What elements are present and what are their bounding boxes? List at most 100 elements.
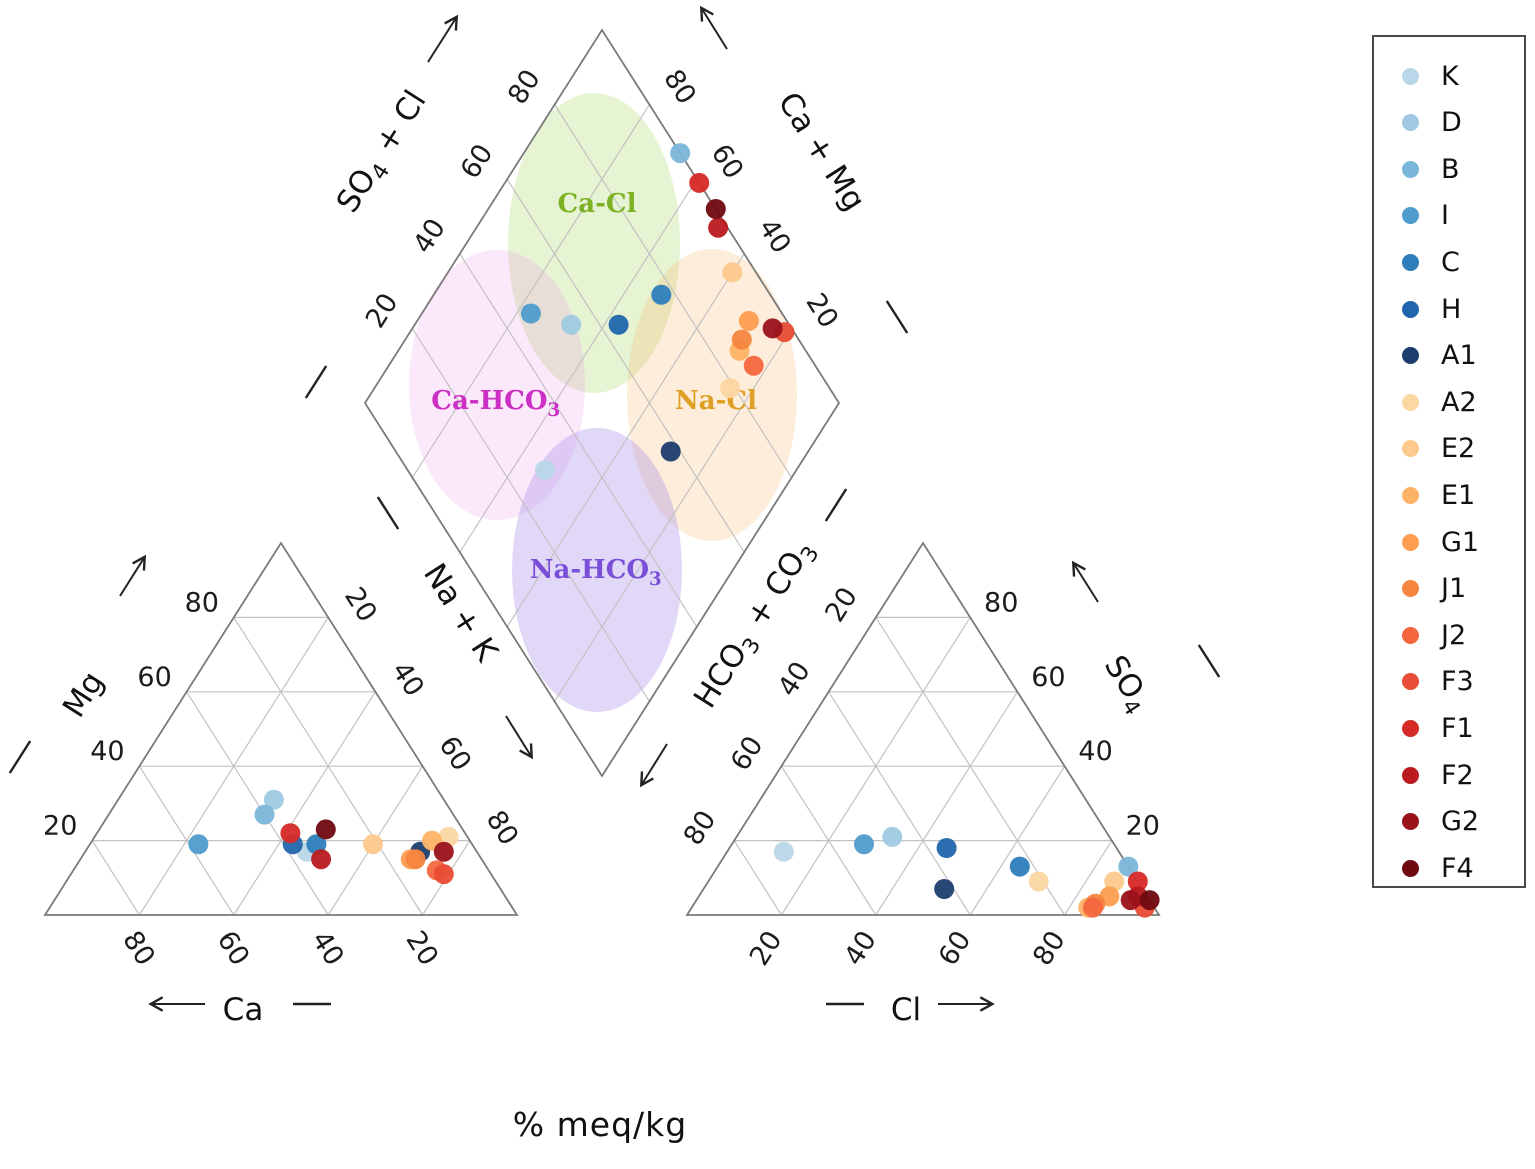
legend-item-F2: F2 <box>1374 758 1524 792</box>
point-anion-A1 <box>934 879 955 899</box>
point-diamond-G1 <box>738 310 759 331</box>
legend-swatch-icon <box>1402 347 1419 365</box>
legend-swatch-icon <box>1402 766 1419 784</box>
legend-label: A2 <box>1441 386 1477 418</box>
legend-item-F4: F4 <box>1374 851 1524 885</box>
legend-label: G2 <box>1441 806 1480 838</box>
legend-label: G1 <box>1441 526 1480 558</box>
tick-label: 60 <box>705 139 750 185</box>
tick-label: 80 <box>678 805 723 851</box>
legend-item-I: I <box>1374 199 1524 233</box>
legend-label: I <box>1441 200 1449 232</box>
point-anion-H <box>936 838 957 858</box>
point-diamond-E2 <box>722 262 743 283</box>
tick-label: 40 <box>407 213 452 259</box>
point-diamond-K <box>535 460 556 481</box>
tick-label: 40 <box>1078 736 1112 767</box>
legend-swatch-icon <box>1402 393 1419 411</box>
legend-item-D: D <box>1374 106 1524 140</box>
legend-swatch-icon <box>1402 673 1419 691</box>
tick-label: 60 <box>432 731 477 777</box>
point-diamond-F2 <box>708 217 729 238</box>
region-ellipse-na-hco3 <box>512 428 682 712</box>
point-cation-I <box>188 834 209 855</box>
point-anion-D <box>882 826 903 847</box>
axis-label-mg: Mg <box>56 665 111 724</box>
tick-label: 80 <box>502 64 547 110</box>
tick-label: 60 <box>455 139 500 185</box>
point-anion-F1 <box>1127 871 1148 892</box>
point-anion-C <box>1009 856 1030 877</box>
legend-label: J2 <box>1441 619 1467 651</box>
legend-label: F1 <box>1441 712 1474 744</box>
axis-label-cl: Cl <box>891 992 921 1028</box>
legend-label: E2 <box>1441 433 1476 465</box>
legend-label: D <box>1441 107 1462 139</box>
axis-label-na-k: Na + K <box>416 557 505 668</box>
point-cation-G2 <box>433 841 454 862</box>
point-cation-J1 <box>405 849 426 870</box>
tick-label: 80 <box>116 926 161 972</box>
legend-item-G1: G1 <box>1374 525 1524 559</box>
tick-label: 80 <box>657 64 702 110</box>
point-cation-D <box>263 789 284 810</box>
point-anion-B <box>1118 856 1139 877</box>
tick-label: 40 <box>90 736 124 767</box>
legend-label: B <box>1441 153 1460 185</box>
region-label-ca-hco3: Ca-HCO3 <box>431 386 563 421</box>
tick-label: 40 <box>772 656 817 702</box>
point-anion-I <box>854 834 874 855</box>
na-k-increase-arrow-icon <box>505 715 534 760</box>
diamond-outline <box>363 28 841 778</box>
point-diamond-G2 <box>762 318 783 339</box>
legend-label: F3 <box>1441 666 1474 698</box>
region-label-ca-cl: Ca-Cl <box>558 189 637 219</box>
point-anion-K <box>773 841 794 862</box>
tick-label: 20 <box>799 288 844 334</box>
legend-swatch-icon <box>1402 533 1419 551</box>
point-anion-A2 <box>1028 871 1049 892</box>
plot-outlines <box>43 28 1161 916</box>
tick-label: 80 <box>984 587 1018 618</box>
tick-label: 20 <box>360 288 405 334</box>
legend-label: E1 <box>1441 479 1476 511</box>
ca-mg-increase-arrow-icon <box>699 5 728 50</box>
legend-item-E1: E1 <box>1374 478 1524 512</box>
tick-label: 20 <box>43 811 77 842</box>
sample-points <box>188 143 1160 918</box>
legend-swatch-icon <box>1402 300 1419 318</box>
point-cation-F1 <box>280 823 301 844</box>
legend-label: C <box>1441 246 1460 278</box>
legend-item-J1: J1 <box>1374 572 1524 606</box>
region-ellipse-ca-cl <box>508 93 680 393</box>
point-diamond-D <box>561 314 582 335</box>
tick-label: 60 <box>725 731 770 777</box>
legend-item-C: C <box>1374 245 1524 279</box>
gridlines <box>91 104 1113 916</box>
point-anion-J2 <box>1082 897 1103 918</box>
point-anion-F4 <box>1139 890 1160 911</box>
point-diamond-C <box>651 284 672 305</box>
point-diamond-F1 <box>689 172 710 193</box>
legend-swatch-icon <box>1402 114 1419 132</box>
legend-swatch-icon <box>1402 580 1419 598</box>
tick-label: 80 <box>185 587 219 618</box>
legend-swatch-icon <box>1402 440 1419 458</box>
legend-item-H: H <box>1374 292 1524 326</box>
legend-item-E2: E2 <box>1374 432 1524 466</box>
legend-swatch-icon <box>1402 626 1419 644</box>
region-label-na-cl: Na-Cl <box>675 386 757 416</box>
axis-end-dashes <box>8 300 1221 1006</box>
legend-item-F1: F1 <box>1374 711 1524 745</box>
region-label-na-hco3: Na-HCO3 <box>530 555 665 590</box>
anion-triangle-outline <box>685 541 1161 916</box>
axis-label-ca: Ca <box>223 992 264 1028</box>
legend-item-F3: F3 <box>1374 665 1524 699</box>
legend-swatch-icon <box>1402 859 1419 877</box>
point-diamond-B <box>670 143 691 164</box>
tick-label: 40 <box>752 213 797 259</box>
legend-item-J2: J2 <box>1374 618 1524 652</box>
point-diamond-J1 <box>731 329 752 350</box>
legend-label: H <box>1441 293 1462 325</box>
